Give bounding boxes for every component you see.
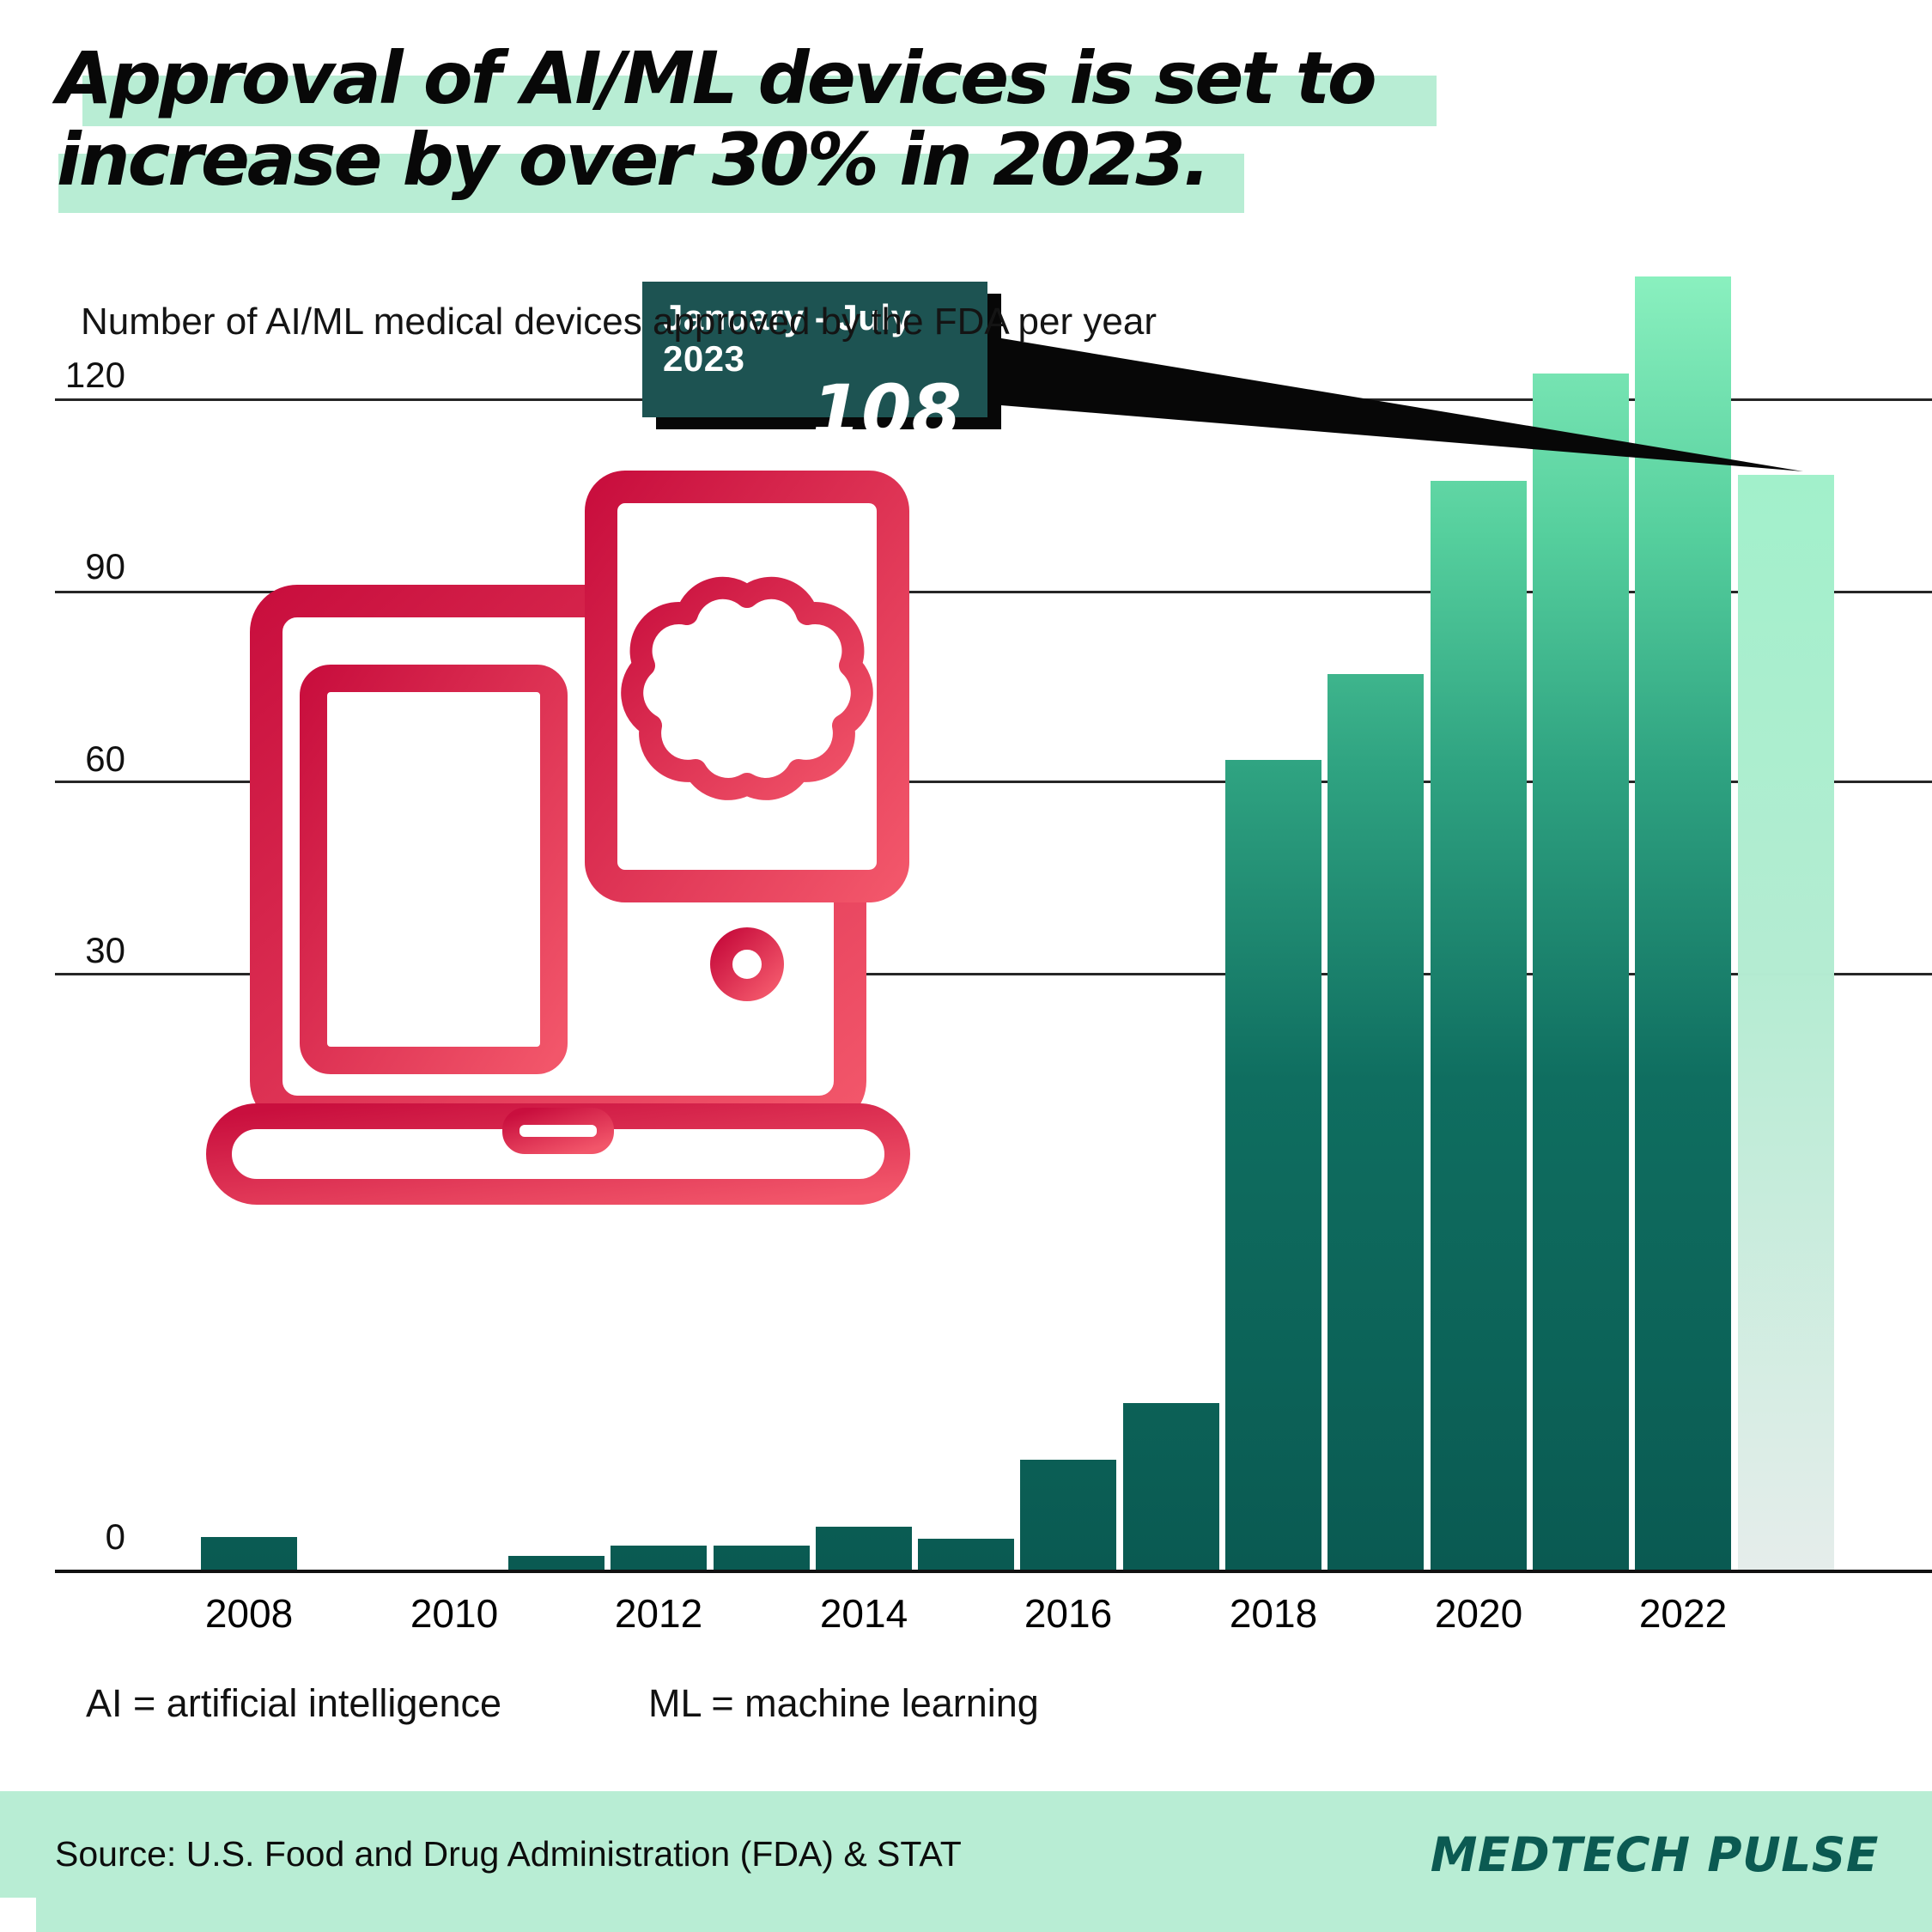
x-axis-label: 2012 xyxy=(614,1591,703,1636)
x-axis-label: 2014 xyxy=(819,1591,908,1636)
title-line-2: increase by over 30% in 2023. xyxy=(57,117,1211,202)
x-axis-label: 2018 xyxy=(1229,1591,1318,1636)
footer-corner-notch xyxy=(0,1898,36,1932)
gridline-30 xyxy=(55,973,1932,975)
callout-value: 108 xyxy=(811,369,962,453)
x-axis-label: 2020 xyxy=(1434,1591,1523,1636)
bar-2020 xyxy=(1431,481,1527,1571)
title-highlight xyxy=(82,76,1437,126)
chart-subtitle: Number of AI/ML medical devices approved… xyxy=(81,301,1157,343)
bar-2013 xyxy=(714,1546,810,1571)
bar-2011 xyxy=(508,1556,605,1571)
y-axis-label: 30 xyxy=(85,930,125,970)
y-axis-label: 60 xyxy=(85,738,125,779)
bar-2019 xyxy=(1327,674,1424,1571)
x-axis-label: 2022 xyxy=(1638,1591,1728,1636)
bar-2023 xyxy=(1738,475,1834,1571)
source-text: Source: U.S. Food and Drug Administratio… xyxy=(55,1834,962,1874)
footer-bar xyxy=(0,1791,1932,1932)
footnote-ml: ML = machine learning xyxy=(648,1681,1039,1725)
gridline-90 xyxy=(55,591,1932,593)
x-axis-label: 2016 xyxy=(1024,1591,1113,1636)
brand-logo: MEDTECH PULSE xyxy=(1430,1827,1879,1882)
bar-2017 xyxy=(1123,1403,1219,1571)
ai-laptop-brain-icon xyxy=(206,471,910,1205)
title-highlight xyxy=(58,153,1244,213)
bar-2012 xyxy=(611,1546,707,1571)
x-axis-label: 2008 xyxy=(204,1591,294,1636)
bar-2018 xyxy=(1225,760,1321,1571)
page-title: Approval of AI/ML devices is set to incr… xyxy=(57,36,1437,213)
y-axis-label: 90 xyxy=(85,546,125,586)
callout-label: January - July 2023 xyxy=(663,297,912,379)
bar-2016 xyxy=(1020,1460,1116,1571)
x-axis-line xyxy=(55,1570,1932,1573)
gridline-60 xyxy=(55,781,1932,783)
bar-2021 xyxy=(1533,374,1629,1571)
y-axis-label: 0 xyxy=(105,1516,125,1557)
title-line-1: Approval of AI/ML devices is set to xyxy=(57,36,1377,120)
footnote-ai: AI = artificial intelligence xyxy=(86,1681,501,1725)
bar-2015 xyxy=(918,1539,1014,1571)
bar-2008 xyxy=(201,1537,297,1571)
y-axis-label: 120 xyxy=(64,355,125,395)
x-axis-label: 2010 xyxy=(410,1591,499,1636)
bar-2022 xyxy=(1635,276,1731,1571)
bar-2014 xyxy=(816,1527,912,1571)
callout: January - July 2023 108 xyxy=(642,282,987,453)
